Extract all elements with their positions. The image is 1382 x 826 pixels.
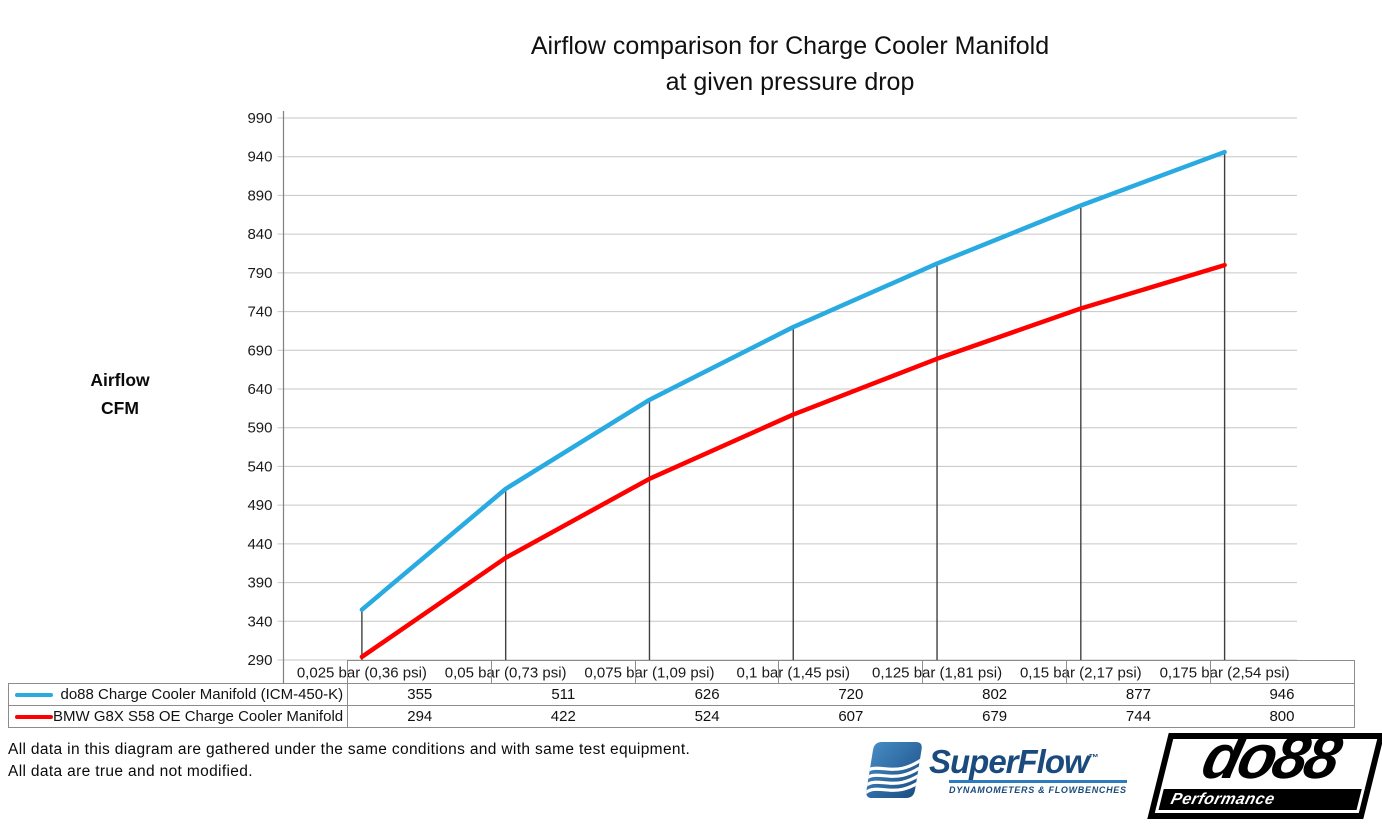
value-cell: 744 — [1066, 705, 1211, 728]
superflow-swoosh-icon — [866, 742, 922, 798]
value-cell: 679 — [922, 705, 1067, 728]
legend-line-swatch-icon — [15, 714, 53, 719]
value-cell: 877 — [1066, 683, 1211, 706]
category-header-cell — [490, 660, 636, 684]
value-cell: 511 — [491, 683, 636, 706]
y-tick-label: 840 — [247, 226, 272, 243]
legend-line-swatch-icon — [15, 692, 53, 697]
chart-title-line1: Airflow comparison for Charge Cooler Man… — [530, 32, 1050, 60]
y-tick-label: 390 — [247, 575, 272, 592]
y-tick-label: 490 — [247, 497, 272, 514]
value-cell: 800 — [1210, 705, 1355, 728]
airflow-line-chart: 990 940 890 840 790 740 690 640 590 540 490 440 390 3… — [247, 110, 1297, 684]
category-header-cell — [347, 660, 492, 684]
do88-wordmark: do88 — [1195, 723, 1346, 792]
series-line-bmw-g8x-s58-oe-charge-cooler-manifold — [359, 262, 1227, 660]
chart-title-line2: at given pressure drop — [665, 68, 915, 96]
footer-note: All data in this diagram are gathered un… — [8, 739, 690, 782]
superflow-tagline: DYNAMOMETERS & FLOWBENCHES — [949, 780, 1127, 795]
y-tick-label: 340 — [247, 613, 272, 630]
y-tick-label: 790 — [247, 265, 272, 282]
footer-note-line2: All data are true and not modified. — [8, 762, 253, 780]
category-header-cell — [1209, 660, 1355, 684]
legend-cell: do88 Charge Cooler Manifold (ICM-450-K) — [7, 683, 349, 706]
value-cell: 946 — [1210, 683, 1355, 706]
y-tick-label: 890 — [247, 187, 272, 204]
category-header-row — [9, 660, 1355, 684]
category-header-cell — [1066, 660, 1211, 684]
y-tick-label: 590 — [247, 420, 272, 437]
y-tick-label: 640 — [247, 381, 272, 398]
series-row: do88 Charge Cooler Manifold (ICM-450-K) 3… — [7, 683, 1355, 706]
y-axis-title-line1: Airflow — [90, 370, 150, 390]
y-tick-label: 990 — [247, 110, 272, 127]
y-axis-title: Airflow CFM — [55, 366, 185, 422]
legend-series-label: do88 Charge Cooler Manifold (ICM-450-K) — [60, 686, 344, 703]
series-line-do88-charge-cooler-manifold-icm-450-k- — [359, 149, 1227, 612]
superflow-logo: SuperFlow™ DYNAMOMETERS & FLOWBENCHES — [866, 741, 1127, 799]
superflow-wordmark: SuperFlow™ — [929, 743, 1099, 780]
y-tick-label: 740 — [247, 304, 272, 321]
value-cell: 422 — [491, 705, 636, 728]
y-axis-tick-labels: 990 940 890 840 790 740 690 640 590 540 490 440 390 3… — [247, 110, 272, 669]
y-tick-label: 440 — [247, 536, 272, 553]
legend-series-label: BMW G8X S58 OE Charge Cooler Manifold — [53, 708, 344, 725]
footer-note-line1: All data in this diagram are gathered un… — [8, 741, 691, 758]
y-tick-label: 940 — [247, 149, 272, 166]
y-tick-label: 540 — [247, 458, 272, 475]
value-cell: 626 — [635, 683, 779, 706]
trademark-symbol: ™ — [1088, 753, 1099, 764]
do88-logo: do88 Performance — [1147, 723, 1382, 819]
legend-cell: BMW G8X S58 OE Charge Cooler Manifold — [7, 705, 349, 728]
chart-title: Airflow comparison for Charge Cooler Man… — [283, 28, 1297, 100]
y-tick-label: 290 — [247, 652, 272, 669]
value-cell: 524 — [635, 705, 779, 728]
superflow-text-block: SuperFlow™ DYNAMOMETERS & FLOWBENCHES — [929, 741, 1127, 795]
category-header-cell — [634, 660, 780, 684]
category-header-cell — [778, 660, 924, 684]
value-cell: 802 — [922, 683, 1067, 706]
value-cell: 294 — [347, 705, 492, 728]
value-cell: 607 — [778, 705, 923, 728]
value-cell: 720 — [778, 683, 923, 706]
value-cell: 355 — [347, 683, 492, 706]
data-table: do88 Charge Cooler Manifold (ICM-450-K) 3… — [7, 660, 1355, 728]
category-drop-lines — [361, 152, 1226, 661]
series-row: BMW G8X S58 OE Charge Cooler Manifold 294… — [7, 705, 1355, 728]
y-axis-title-line2: CFM — [101, 398, 139, 418]
do88-tagline: Performance — [1158, 789, 1362, 810]
y-tick-label: 690 — [247, 342, 272, 359]
y-gridlines — [277, 117, 1297, 661]
category-header-cell — [922, 660, 1068, 684]
legend-spacer-cell — [9, 661, 348, 684]
